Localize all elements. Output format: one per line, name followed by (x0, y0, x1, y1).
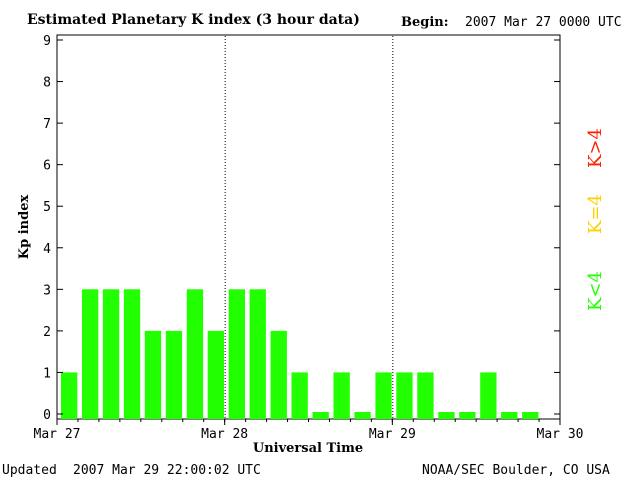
y-tick-label: 1 (43, 366, 51, 381)
kp-bar (459, 412, 476, 419)
kp-bar (123, 289, 141, 419)
kp-bar (501, 412, 518, 419)
x-tick-label: Mar 27 (34, 427, 81, 442)
kp-bar (102, 289, 120, 419)
kp-bar (186, 289, 204, 419)
kp-bar (354, 412, 371, 419)
y-tick-label: 8 (43, 76, 51, 91)
kp-bar (312, 412, 329, 419)
kp-bar (249, 289, 266, 419)
y-tick-label: 6 (43, 159, 51, 174)
day-separators (224, 36, 394, 419)
kp-bar (207, 330, 224, 419)
source-label: NOAA/SEC Boulder, CO USA (422, 463, 610, 478)
y-tick-label: 5 (43, 200, 51, 215)
y-tick-label: 2 (43, 325, 51, 340)
y-tick-label: 4 (43, 242, 51, 257)
kp-bar (82, 289, 99, 419)
kp-bar (480, 372, 497, 419)
kp-bar (270, 330, 287, 419)
y-tick-label: 0 (43, 408, 51, 423)
x-tick-label: Mar 29 (369, 427, 416, 442)
kp-bar (522, 412, 539, 419)
kp-bar (291, 372, 308, 419)
legend-k-greater-4: K>4 (585, 128, 606, 168)
kp-bar (375, 372, 392, 419)
x-ticks: Mar 27 Mar 28 Mar 29 Mar 30 (34, 419, 584, 442)
x-axis-label: Universal Time (253, 441, 363, 456)
y-tick-label: 3 (43, 283, 51, 298)
kp-bar (165, 330, 183, 419)
legend-k-equal-4: K=4 (585, 194, 606, 234)
begin-value: 2007 Mar 27 0000 UTC (465, 15, 622, 30)
x-tick-label: Mar 30 (537, 427, 584, 442)
y-axis-label: Kp index (17, 195, 32, 260)
legend-k-less-4: K<4 (585, 271, 606, 311)
updated-value: 2007 Mar 29 22:00:02 UTC (73, 463, 261, 478)
y-ticks: 0 1 2 3 4 5 6 7 8 9 (43, 34, 560, 423)
kp-bar (417, 372, 434, 419)
chart-title: Estimated Planetary K index (3 hour data… (27, 12, 360, 28)
kp-bar (228, 289, 245, 419)
x-tick-label: Mar 28 (201, 427, 248, 442)
bars-group (61, 289, 539, 419)
y-tick-label: 7 (43, 117, 51, 132)
kp-bar (396, 372, 413, 419)
kp-bar (144, 330, 162, 419)
kp-bar (333, 372, 350, 419)
kp-bar (438, 412, 455, 419)
updated-label: Updated (2, 463, 57, 478)
y-tick-label: 9 (43, 34, 51, 49)
begin-label: Begin: (401, 15, 449, 30)
kp-bar (61, 372, 78, 419)
